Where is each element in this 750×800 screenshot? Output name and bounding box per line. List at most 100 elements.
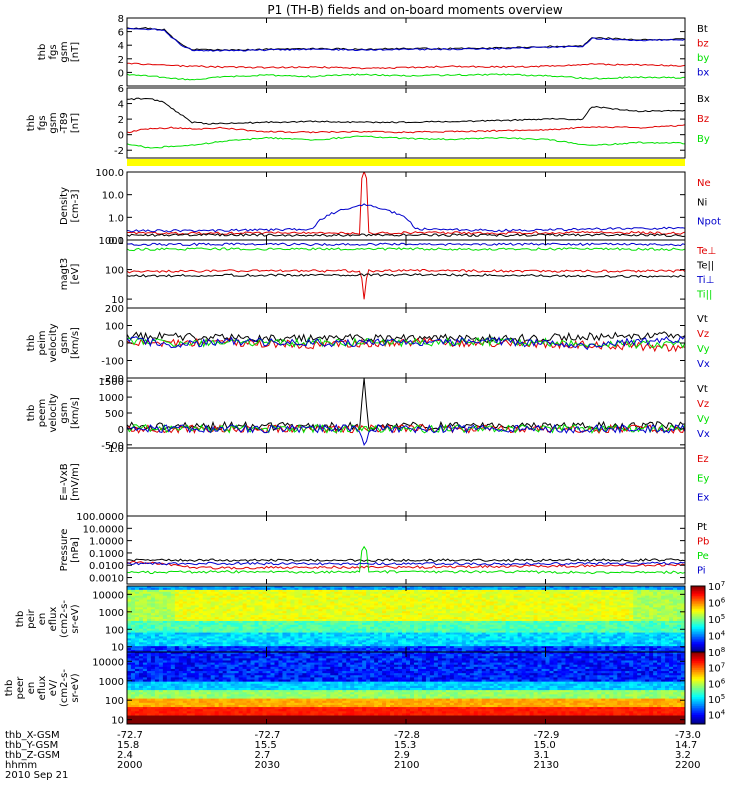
ephemeris-label: thb_Z-GSM [5, 750, 60, 761]
legend-vx: Vx [697, 359, 710, 370]
panel-frame [126, 447, 686, 517]
y-tick-label: 10.0 [102, 191, 124, 202]
y-tick-label: 100 [105, 266, 124, 277]
y-tick-label: 100 [105, 696, 124, 707]
ephemeris-value: 15.3 [394, 740, 416, 751]
y-axis-label: [cm-3] [70, 189, 81, 222]
y-axis-label: fgs [48, 44, 59, 59]
y-axis-label: eV/ [48, 679, 59, 696]
legend-ey: Ey [697, 473, 709, 484]
y-tick-label: 1000 [99, 608, 124, 619]
series-line-fgs-gsm-t89 [127, 135, 685, 149]
ephemeris-value: 2.9 [394, 750, 410, 761]
y-axis-label: [nT] [70, 113, 81, 133]
y-axis-label: sr-eV) [70, 673, 81, 702]
y-axis-label: -T89 [59, 112, 70, 134]
panel-fgs-gsm-t89: 6 4 2 0 -2 thb fgs gsm -T89 [nT] Bx Bz By [26, 84, 710, 159]
y-axis-label: thb [26, 335, 37, 352]
ephemeris-value: 14.7 [675, 740, 697, 751]
legend-pb: Pb [697, 537, 709, 548]
ephemeris-value: 15.0 [534, 740, 556, 751]
heatmap-peir-eflux [127, 586, 685, 652]
panel-peim-velocity: 200 100 0 -100 -200 thb peim velocity gsm [km/s] V… [26, 304, 710, 385]
y-axis-label: [nT] [70, 42, 81, 62]
series-line-fgs-gsm-t89 [127, 124, 685, 134]
colorbar-label: 106 [708, 677, 726, 690]
panel-efield: 1.0 E=-VxB [mV/m] Ez Ey Ex [59, 444, 709, 517]
series-line-pressure [127, 561, 685, 566]
y-axis-label: thb [4, 680, 15, 697]
legend-pe: Pe [697, 551, 709, 562]
colorbar-label: 104 [708, 709, 726, 722]
y-axis-label: (cm2-s- [59, 669, 70, 707]
y-tick-label: 500 [105, 409, 124, 420]
legend-bx: Bx [697, 94, 710, 105]
series-line-temperature [127, 247, 685, 252]
y-axis-label: [eV] [70, 264, 81, 285]
series-line-peem-velocity [127, 378, 685, 432]
y-tick-label: -500 [101, 441, 124, 452]
y-axis-label: gsm [59, 332, 70, 353]
y-axis-label: magt3 [59, 258, 70, 291]
y-tick-label: 10000 [92, 590, 124, 601]
legend-bx: bx [697, 68, 709, 79]
series-line-peem-velocity [127, 423, 685, 447]
panel-temperature: 1000 100 10 magt3 [eV] Te⊥ Te|| Ti⊥ Ti|| [59, 236, 716, 309]
y-axis-label: Density [59, 187, 70, 225]
ephemeris-value: -72.8 [394, 730, 420, 741]
y-tick-label: 6 [118, 84, 124, 95]
y-tick-label: 1000 [99, 236, 124, 247]
legend-pi: Pi [697, 566, 706, 577]
y-tick-label: 2 [118, 55, 124, 66]
y-tick-label: 0.1 [108, 236, 124, 247]
y-tick-label: 0.0100 [89, 561, 124, 572]
series-line-pressure [127, 560, 685, 570]
legend-bz: bz [697, 39, 709, 50]
legend-pt: Pt [697, 522, 707, 533]
panel-frame [126, 377, 686, 449]
ephemeris-table: thb_X-GSM -72.7 -72.7 -72.8 -72.9 -73.0 thb_Y-… [5, 730, 701, 781]
ephemeris-value: 2.4 [117, 750, 133, 761]
y-axis-label: peim [37, 330, 48, 355]
y-tick-label: 1.0 [108, 444, 124, 455]
colorbar-label: 107 [708, 580, 725, 593]
y-axis-label: eflux [48, 607, 59, 632]
panel-peer-eflux: 108 107 106 105 104 10000 1000 100 10 thb peer en ef… [4, 646, 726, 727]
y-axis-label: peir [26, 608, 37, 628]
y-axis-label: en [26, 682, 37, 695]
y-tick-label: 1000 [99, 393, 124, 404]
legend-vt: Vt [697, 314, 708, 325]
ephemeris-value: 2200 [675, 760, 700, 771]
y-axis-label: Pressure [59, 529, 70, 572]
panel-frame [126, 515, 686, 585]
y-tick-label: 1.0000 [89, 537, 124, 548]
y-axis-label: eflux [37, 676, 48, 701]
ephemeris-value: 2130 [534, 760, 559, 771]
series-line-fgs-gsm [127, 27, 685, 52]
y-tick-label: 0 [118, 131, 124, 142]
y-tick-label: -100 [101, 357, 124, 368]
series-line-peem-velocity [127, 423, 685, 434]
y-tick-label: 0 [118, 339, 124, 350]
y-axis-label: fgs [37, 115, 48, 130]
ephemeris-value: -73.0 [675, 730, 701, 741]
y-axis-label: thb [26, 405, 37, 422]
legend-vy: Vy [697, 414, 710, 425]
legend-vx: Vx [697, 429, 710, 440]
y-tick-label: -2 [114, 146, 124, 157]
panel-density: 100.0 10.0 1.0 0.1 Density [cm-3] Ne Ni Npot [59, 168, 721, 247]
series-line-density [127, 203, 685, 233]
colorbar-label: 108 [708, 646, 725, 659]
series-line-temperature [127, 273, 685, 278]
y-tick-label: 10.0000 [83, 524, 124, 535]
heatmap-peer-eflux [127, 652, 685, 724]
y-tick-label: 0 [118, 68, 124, 79]
y-tick-label: 1500 [99, 377, 124, 388]
y-axis-label: (cm2-s- [59, 600, 70, 638]
series-line-pressure [127, 545, 685, 575]
colorbar-label: 104 [708, 630, 726, 643]
ephemeris-value: 2.7 [255, 750, 271, 761]
y-tick-label: 200 [105, 304, 124, 315]
